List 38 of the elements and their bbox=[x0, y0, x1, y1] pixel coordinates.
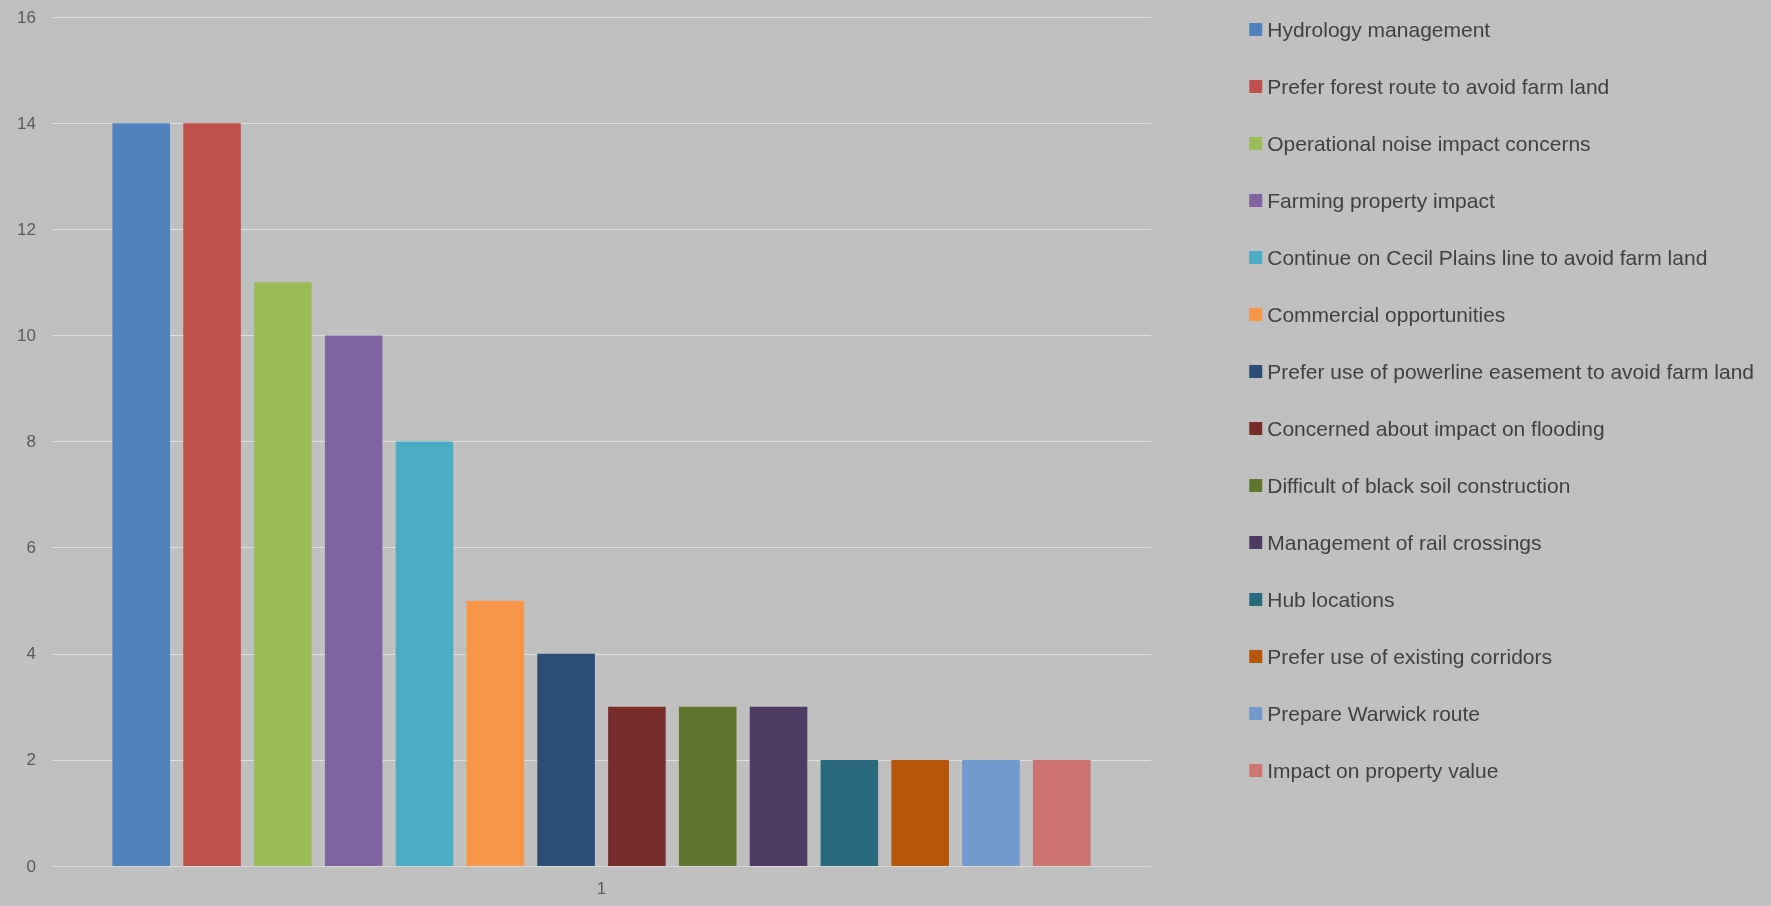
bar bbox=[254, 282, 312, 866]
legend-label: Operational noise impact concerns bbox=[1267, 132, 1591, 155]
legend-label: Hydrology management bbox=[1267, 18, 1491, 41]
y-tick-label: 10 bbox=[17, 325, 36, 345]
legend-label: Farming property impact bbox=[1267, 189, 1495, 212]
legend-label: Continue on Cecil Plains line to avoid farm land bbox=[1267, 246, 1708, 269]
bar bbox=[466, 600, 525, 866]
y-tick-label: 2 bbox=[26, 750, 36, 770]
bar bbox=[820, 759, 879, 866]
bar bbox=[678, 706, 737, 866]
bar bbox=[183, 123, 241, 866]
x-tick-label: 1 bbox=[596, 879, 607, 898]
legend-label: Prefer use of powerline easement to avoid farm land bbox=[1267, 360, 1754, 383]
y-tick-label: 16 bbox=[17, 7, 36, 27]
legend-label: Management of rail crossings bbox=[1267, 531, 1542, 554]
legend-label: Hub locations bbox=[1267, 588, 1395, 611]
y-tick-label: 12 bbox=[17, 219, 36, 239]
y-tick-label: 14 bbox=[17, 113, 36, 133]
bar bbox=[962, 759, 1020, 866]
legend-label: Impact on property value bbox=[1267, 759, 1499, 782]
legend-label: Difficult of black soil construction bbox=[1267, 474, 1571, 497]
y-tick-label: 0 bbox=[26, 856, 36, 876]
bar bbox=[891, 759, 949, 866]
legend-label: Prefer forest route to avoid farm land bbox=[1267, 75, 1610, 98]
y-tick-label: 8 bbox=[26, 432, 36, 451]
y-tick-label: 6 bbox=[26, 538, 36, 558]
legend-label: Prefer use of existing corridors bbox=[1267, 645, 1553, 668]
bar bbox=[537, 653, 595, 866]
legend-label: Concerned about impact on flooding bbox=[1267, 417, 1605, 440]
y-tick-label: 4 bbox=[26, 644, 36, 664]
bar bbox=[749, 706, 808, 866]
bar bbox=[324, 335, 383, 866]
bar bbox=[608, 706, 666, 866]
legend-label: Prepare Warwick route bbox=[1267, 702, 1481, 725]
bar bbox=[112, 123, 171, 866]
bar bbox=[395, 441, 454, 866]
legend-label: Commercial opportunities bbox=[1267, 303, 1506, 326]
bar bbox=[1032, 759, 1091, 866]
